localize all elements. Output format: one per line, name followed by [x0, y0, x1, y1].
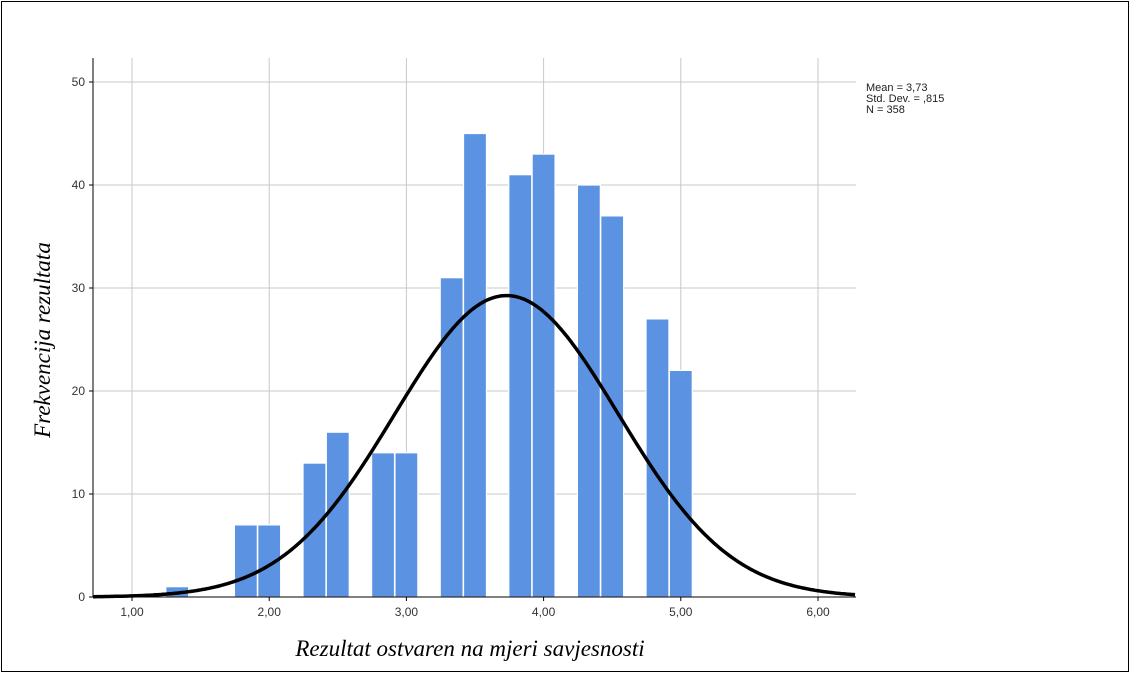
x-tick-label: 2,00	[258, 605, 282, 619]
histogram-bar	[508, 174, 533, 598]
histogram-bars	[165, 132, 693, 598]
histogram-bar	[233, 524, 258, 598]
histogram-bar	[462, 132, 488, 598]
histogram-bar	[439, 277, 464, 598]
y-tick-label: 30	[72, 281, 86, 295]
y-tick-label: 50	[72, 75, 86, 89]
y-tick-label: 0	[78, 590, 85, 604]
x-tick-label: 4,00	[532, 605, 556, 619]
y-axis-title: Frekvencija rezultata	[30, 242, 55, 439]
axes	[92, 58, 856, 598]
stats-line: Mean = 3,73	[866, 82, 927, 94]
histogram-bar	[576, 184, 601, 598]
tick-labels: 0 10 20 30 40 50 1,00 2,00 3,00 4,00 5,00 6,00	[72, 75, 830, 619]
histogram-bar	[394, 452, 419, 598]
stats-line: Std. Dev. = ,815	[866, 93, 944, 105]
histogram-bar	[668, 369, 693, 598]
y-tick-label: 10	[72, 487, 86, 501]
x-tick-label: 3,00	[395, 605, 419, 619]
y-tick-label: 40	[72, 178, 86, 192]
x-tick-label: 5,00	[669, 605, 693, 619]
histogram-bar	[531, 153, 556, 598]
x-tick-label: 1,00	[120, 605, 144, 619]
x-axis-title: Rezultat ostvaren na mjeri savjesnosti	[294, 636, 644, 661]
histogram-bar	[645, 318, 670, 598]
y-tick-label: 20	[72, 384, 86, 398]
histogram-bar	[371, 452, 396, 598]
stats-line: N = 358	[866, 104, 905, 116]
histogram-bar	[325, 431, 350, 598]
normal-curve	[93, 293, 856, 599]
x-tick-label: 6,00	[806, 605, 830, 619]
